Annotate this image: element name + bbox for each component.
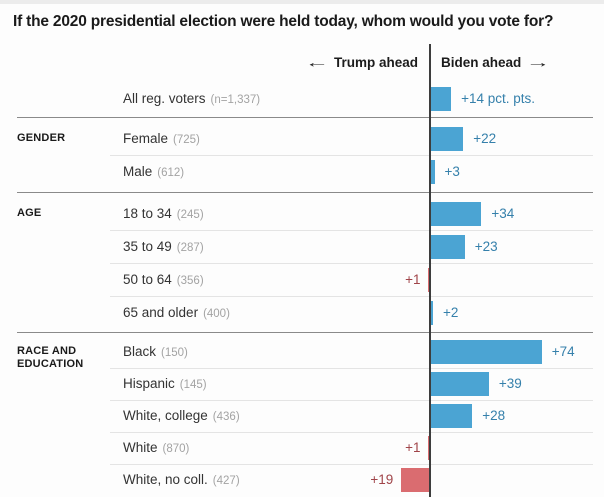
row-label: All reg. voters (n=1,337) xyxy=(123,82,260,117)
chart-row: White (870) +1 xyxy=(17,432,593,464)
sample-size: (356) xyxy=(176,275,204,287)
biden-ahead-header: Biden ahead → xyxy=(441,55,550,70)
value-label: +39 xyxy=(498,376,522,391)
chart-row: White, college (436) +28 xyxy=(17,400,593,432)
row-label-text: 65 and older xyxy=(123,305,199,320)
sample-size: (245) xyxy=(176,209,204,221)
value-label: +14 pct. pts. xyxy=(461,91,536,106)
value-label: +34 xyxy=(491,206,515,221)
row-label: Male (612) xyxy=(123,155,184,190)
chart-title: If the 2020 presidential election were h… xyxy=(13,13,554,30)
value-label: +74 xyxy=(551,344,575,359)
row-label: 35 to 49 (287) xyxy=(123,230,204,265)
row-label-text: 50 to 64 xyxy=(123,272,172,287)
row-label: Hispanic (145) xyxy=(123,368,207,401)
chart-row: 50 to 64 (356) +1 xyxy=(17,263,593,296)
biden-ahead-label: Biden ahead xyxy=(441,55,522,70)
right-arrow-icon: → xyxy=(525,55,551,70)
chart-row: 65 and older (400) +2 xyxy=(17,296,593,329)
group-label: RACE AND EDUCATION xyxy=(17,345,84,370)
chart-row: Hispanic (145) +39 xyxy=(17,368,593,400)
chart-row: Male (612) +3 xyxy=(17,155,593,188)
bar-biden xyxy=(430,340,542,364)
value-label: +23 xyxy=(474,239,498,254)
bar-biden xyxy=(430,300,434,325)
bar-trump xyxy=(401,468,430,492)
chart-body: All reg. voters (n=1,337) +14 pct. pts. GEN… xyxy=(0,82,604,496)
zero-axis-line xyxy=(429,44,431,497)
bar-biden xyxy=(430,404,473,428)
bar-biden xyxy=(430,372,489,396)
sample-size: (870) xyxy=(162,443,190,455)
row-label-text: White, no coll. xyxy=(123,472,208,487)
sample-size: (n=1,337) xyxy=(210,94,261,106)
row-label-text: White, college xyxy=(123,408,208,423)
row-label: White, college (436) xyxy=(123,400,240,433)
left-arrow-icon: ← xyxy=(305,55,330,70)
chart-row: Female (725) +22 xyxy=(17,122,593,155)
sample-size: (150) xyxy=(161,347,188,359)
value-label: +1 xyxy=(405,440,421,455)
row-label: White, no coll. (427) xyxy=(123,464,240,497)
trump-ahead-header: ← Trump ahead xyxy=(305,55,418,70)
group-label: AGE xyxy=(17,207,42,219)
top-edge-strip xyxy=(0,0,604,4)
chart-row: White, no coll. (427) +19 xyxy=(17,464,593,496)
row-label-text: Black xyxy=(123,344,157,359)
row-label: 18 to 34 (245) xyxy=(123,197,204,232)
value-label: +3 xyxy=(444,164,460,179)
row-label: 50 to 64 (356) xyxy=(123,263,204,298)
bar-biden xyxy=(430,86,452,111)
section-gender: GENDER Female (725) +22 Male (612) +3 xyxy=(17,117,593,192)
chart-row: Black (150) +74 xyxy=(17,336,593,368)
row-label: Female (725) xyxy=(123,122,200,157)
sample-size: (427) xyxy=(212,475,240,487)
value-label: +22 xyxy=(473,131,497,146)
section-all-voters: All reg. voters (n=1,337) +14 pct. pts. xyxy=(17,82,593,117)
row-label-text: Female xyxy=(123,131,169,146)
value-label: +2 xyxy=(443,305,459,320)
sample-size: (145) xyxy=(179,379,207,391)
value-label: +1 xyxy=(405,272,421,287)
row-label-text: 18 to 34 xyxy=(123,206,172,221)
chart-row: 18 to 34 (245) +34 xyxy=(17,197,593,230)
row-label-text: All reg. voters xyxy=(123,91,206,106)
group-label: GENDER xyxy=(17,132,66,144)
trump-ahead-label: Trump ahead xyxy=(333,55,418,70)
chart-row: 35 to 49 (287) +23 xyxy=(17,230,593,263)
row-label-text: 35 to 49 xyxy=(123,239,172,254)
row-label: Black (150) xyxy=(123,336,188,369)
chart-row: All reg. voters (n=1,337) +14 pct. pts. xyxy=(17,82,593,115)
row-label-text: Hispanic xyxy=(123,376,175,391)
value-label: +19 xyxy=(370,472,394,487)
sample-size: (612) xyxy=(157,167,185,179)
section-race-and-education: RACE AND EDUCATION Black (150) +74 Hispanic (… xyxy=(17,332,593,496)
bar-biden xyxy=(430,234,465,259)
row-label-text: Male xyxy=(123,164,153,179)
value-label: +28 xyxy=(482,408,506,423)
row-label-text: White xyxy=(123,440,158,455)
bar-biden xyxy=(430,126,464,151)
sample-size: (436) xyxy=(212,411,240,423)
sample-size: (400) xyxy=(203,308,230,320)
row-label: White (870) xyxy=(123,432,189,465)
bar-biden xyxy=(430,159,435,184)
row-label: 65 and older (400) xyxy=(123,296,230,331)
bar-biden xyxy=(430,201,482,226)
sample-size: (725) xyxy=(173,134,200,146)
section-age: AGE 18 to 34 (245) +34 35 to 49 (287) +23 50 to… xyxy=(17,192,593,332)
sample-size: (287) xyxy=(176,242,204,254)
